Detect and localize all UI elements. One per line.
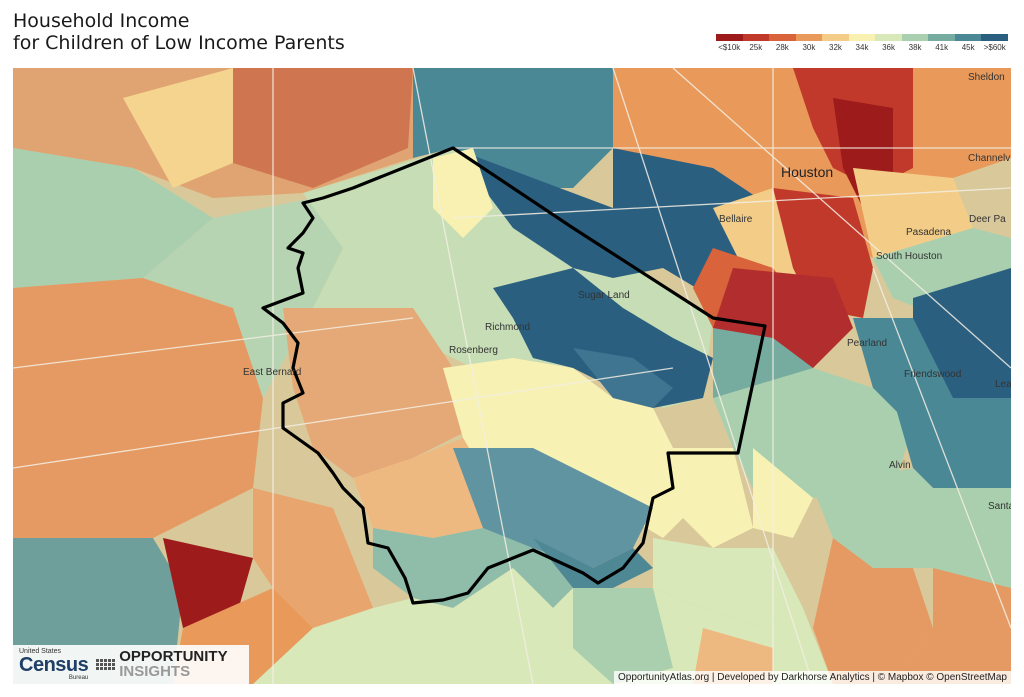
tract — [893, 568, 1011, 684]
place-label: Rosenberg — [449, 345, 498, 356]
legend-swatch — [716, 34, 743, 41]
legend-label: 34k — [855, 43, 869, 52]
tract — [653, 538, 803, 628]
census-logo: United States Census Bureau — [19, 648, 89, 681]
tract — [253, 568, 833, 684]
tract — [773, 188, 873, 318]
legend-label: 45k — [961, 43, 975, 52]
place-label: Richmond — [485, 322, 530, 333]
legend-swatch — [954, 34, 982, 41]
place-label: Sheldon — [968, 72, 1005, 83]
tract — [453, 148, 613, 278]
map-attribution[interactable]: OpportunityAtlas.org | Developed by Dark… — [613, 671, 1011, 684]
place-label: Alvin — [889, 460, 911, 471]
legend-swatch — [742, 34, 770, 41]
legend-label: 28k — [775, 43, 789, 52]
legend-swatch — [822, 34, 849, 41]
legend-swatch — [795, 34, 823, 41]
legend-swatch — [769, 34, 796, 41]
tract — [433, 148, 493, 238]
place-label: Bellaire — [719, 214, 753, 225]
tract — [253, 488, 373, 628]
place-label: South Houston — [876, 251, 942, 262]
tract — [573, 588, 673, 684]
legend-label: 36k — [882, 43, 895, 52]
legend-label: >$60k — [983, 43, 1006, 52]
tract — [283, 308, 483, 478]
place-label: Houston — [781, 164, 833, 180]
map-title: Household Income for Children of Low Inc… — [13, 10, 345, 54]
tract — [573, 348, 673, 408]
place-label: Santa — [988, 501, 1011, 512]
tract — [693, 628, 773, 684]
road-lines — [13, 68, 1011, 684]
map-svg: Sheldon Houston Channelv Deer Pa Pasaden… — [13, 68, 1011, 684]
tract — [813, 538, 933, 684]
legend-labels: <$10k 25k 28k 30k 32k 34k 36k 38k 41k 45k >$60k — [716, 43, 1008, 52]
title-line-1: Household Income — [13, 10, 190, 32]
tract — [233, 68, 413, 188]
tract — [893, 398, 1011, 508]
legend-label: <$10k — [718, 43, 741, 52]
legend-swatch — [875, 34, 902, 41]
legend-color-bar — [716, 34, 1009, 41]
place-label: Friendswood — [904, 369, 961, 380]
legend-swatch — [928, 34, 955, 41]
tract — [853, 168, 973, 258]
place-label: Channelv — [968, 153, 1010, 164]
place-label: Pasadena — [906, 227, 951, 238]
tract — [443, 358, 693, 538]
legend-swatch — [981, 34, 1009, 41]
tract — [13, 278, 263, 538]
place-label: Sugar Land — [578, 290, 630, 301]
county-outline — [261, 146, 767, 605]
tract — [163, 538, 253, 628]
tract — [753, 448, 813, 538]
place-label: Pearland — [847, 338, 887, 349]
place-label: Lea — [995, 379, 1011, 390]
legend-label: 30k — [802, 43, 816, 52]
opportunity-insights-icon — [96, 659, 116, 670]
legend-swatch — [901, 34, 929, 41]
legend-label: 41k — [935, 43, 949, 52]
tract — [13, 148, 213, 288]
title-line-2: for Children of Low Income Parents — [13, 32, 345, 54]
tract — [533, 538, 653, 588]
map-canvas[interactable]: Sheldon Houston Channelv Deer Pa Pasaden… — [13, 68, 1011, 684]
tract — [913, 488, 1011, 608]
legend-label: 32k — [829, 43, 842, 52]
tract — [353, 438, 493, 538]
legend-swatch — [848, 34, 876, 41]
tract — [663, 448, 753, 548]
tract — [373, 528, 573, 608]
census-opportunity-logo[interactable]: United States Census Bureau OPPORTUNITY … — [13, 645, 249, 684]
tract — [913, 268, 1011, 398]
legend-label: 25k — [749, 43, 763, 52]
place-label: East Bernard — [243, 367, 301, 378]
tract — [453, 448, 653, 568]
tract — [123, 68, 233, 188]
opportunity-insights-logo: OPPORTUNITY INSIGHTS — [96, 649, 228, 679]
legend-label: 38k — [908, 43, 922, 52]
color-legend: <$10k 25k 28k 30k 32k 34k 36k 38k 41k 45k >$60k — [716, 34, 1009, 52]
tract — [493, 268, 713, 408]
place-label: Deer Pa — [969, 214, 1006, 225]
